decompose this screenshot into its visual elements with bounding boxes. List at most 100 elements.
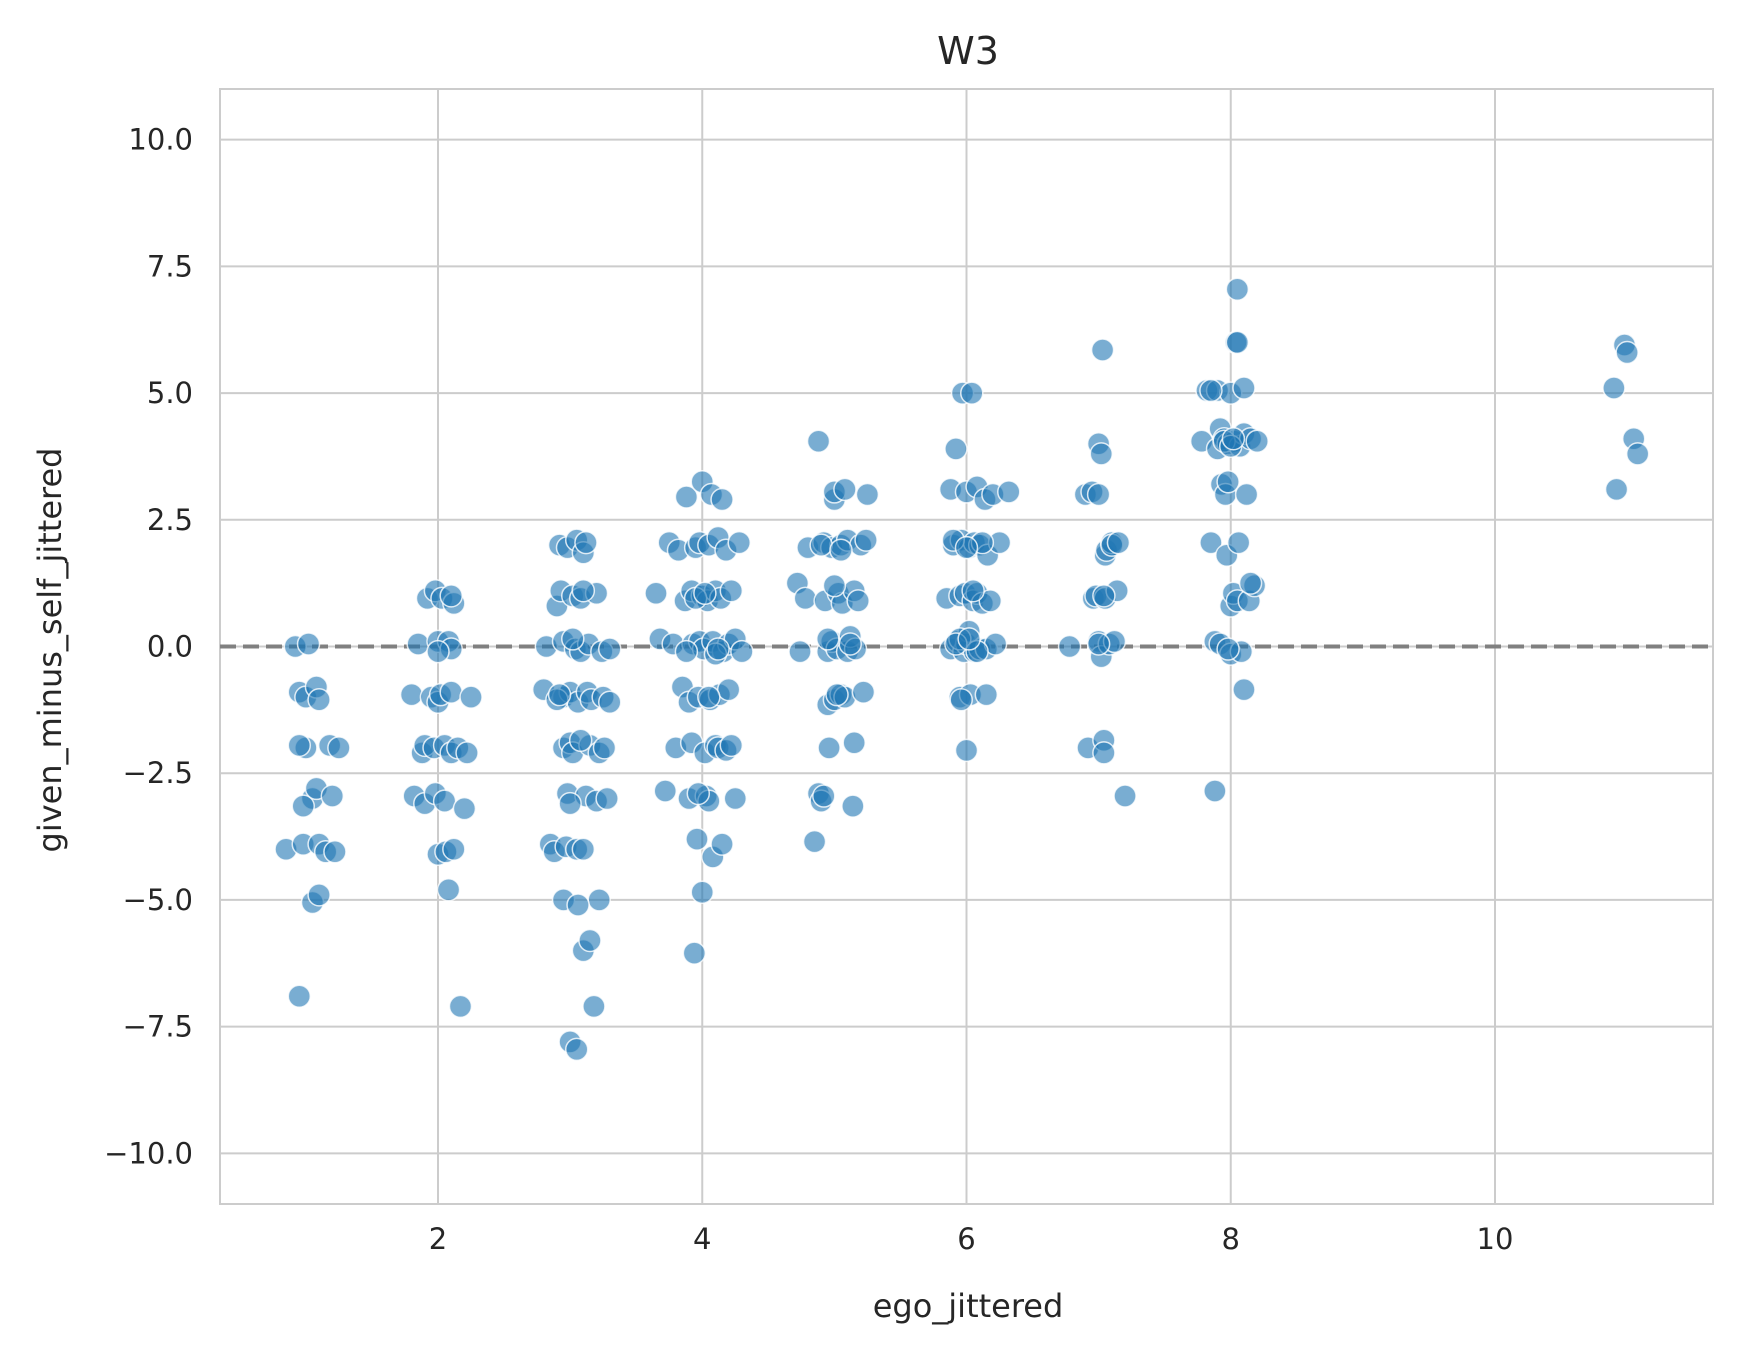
scatter-point [307,883,331,907]
scatter-point [439,584,463,608]
x-tick-label: 8 [1222,1222,1240,1256]
scatter-point [719,579,744,603]
scatter-point [595,786,619,811]
scatter-point [459,685,483,709]
scatter-point [974,682,999,707]
scatter-point [719,733,744,758]
y-tick-label: −10.0 [104,1136,193,1170]
scatter-point [1225,330,1250,355]
scatter-point [1086,482,1111,507]
x-tick-label: 4 [693,1222,711,1256]
scatter-point [693,581,717,606]
scatter-point [592,736,617,760]
scatter-point [817,736,841,760]
scatter-point [1226,530,1251,555]
scatter-point [806,429,831,453]
y-tick-label: 7.5 [147,249,193,283]
scatter-point [829,538,853,562]
scatter-point [961,579,985,603]
x-tick-labels: 2 4 6 8 10 [429,1222,1514,1256]
scatter-point [809,533,833,557]
scatter-point [825,682,849,707]
scatter-points [274,277,1650,1062]
scatter-point [788,639,812,664]
scatter-point [997,480,1021,504]
y-tick-label: 0.0 [147,630,193,664]
scatter-point [846,589,870,613]
scatter-point [949,687,973,712]
scatter-point [1092,584,1116,608]
scatter-point [1203,779,1227,803]
scatter-point [432,789,457,813]
scatter-point [296,632,321,656]
scatter-point [1225,277,1250,301]
scatter-point [582,994,606,1019]
scatter-point [598,690,622,714]
x-tick-label: 2 [429,1222,447,1256]
scatter-point [1089,442,1114,466]
scatter-point [1232,677,1256,702]
y-tick-label: 2.5 [147,503,193,537]
scatter-point [841,794,865,818]
scatter-point [944,437,968,461]
scatter-point [697,685,721,709]
scatter-point [1625,442,1650,466]
scatter-point [812,784,836,808]
scatter-point [822,573,847,598]
x-axis-label: ego_jittered [873,1287,1064,1325]
scatter-point [571,579,596,603]
scatter-point [287,984,312,1008]
scatter-point [1602,376,1626,400]
scatter-point [547,682,572,707]
scatter-point [644,581,668,606]
scatter-point [571,837,596,861]
scatter-point [1234,482,1259,507]
y-tick-label: 10.0 [128,123,193,157]
scatter-point [1604,477,1629,502]
scatter-point [1090,338,1115,362]
scatter-point [574,530,598,555]
scatter-point [598,637,622,661]
scatter-point [587,888,611,912]
scatter-point [1106,530,1131,555]
scatter-point [1092,741,1116,765]
scatter-point [682,941,707,965]
scatter-point [954,535,979,560]
scatter-point [287,733,312,758]
scatter-point [1199,530,1223,555]
scatter-point [978,589,1003,613]
scatter-point [816,627,840,651]
scatter-point [1245,429,1269,453]
y-tick-label: −5.0 [123,883,193,917]
scatter-point [436,878,461,902]
scatter-point [448,994,473,1019]
x-tick-label: 10 [1477,1222,1514,1256]
scatter-point [855,482,880,507]
scatter-point [833,477,857,502]
scatter-point [439,680,463,704]
scatter-point [674,485,699,509]
scatter-point [730,639,754,664]
scatter-point [802,829,827,854]
scatter-point [291,794,315,818]
scatter-point [307,687,331,712]
scatter-point [674,639,699,664]
scatter-point [1113,784,1137,808]
scatter-point [685,827,709,851]
y-tick-label: −2.5 [123,756,193,790]
scatter-point [1216,637,1240,661]
scatter-point [1238,571,1263,595]
scatter-point [568,728,593,753]
scatter-point [1199,378,1223,403]
scatter-point [566,893,590,917]
scatter-point [957,627,981,651]
scatter-point [578,928,602,953]
scatter-point [442,837,466,861]
scatter-point [710,832,734,856]
scatter-point [954,738,979,763]
scatter-point [327,736,351,760]
y-tick-labels: −10.0 −7.5 −5.0 −2.5 0.0 2.5 5.0 7.5 10.0 [104,123,193,1171]
scatter-point [1232,376,1256,400]
